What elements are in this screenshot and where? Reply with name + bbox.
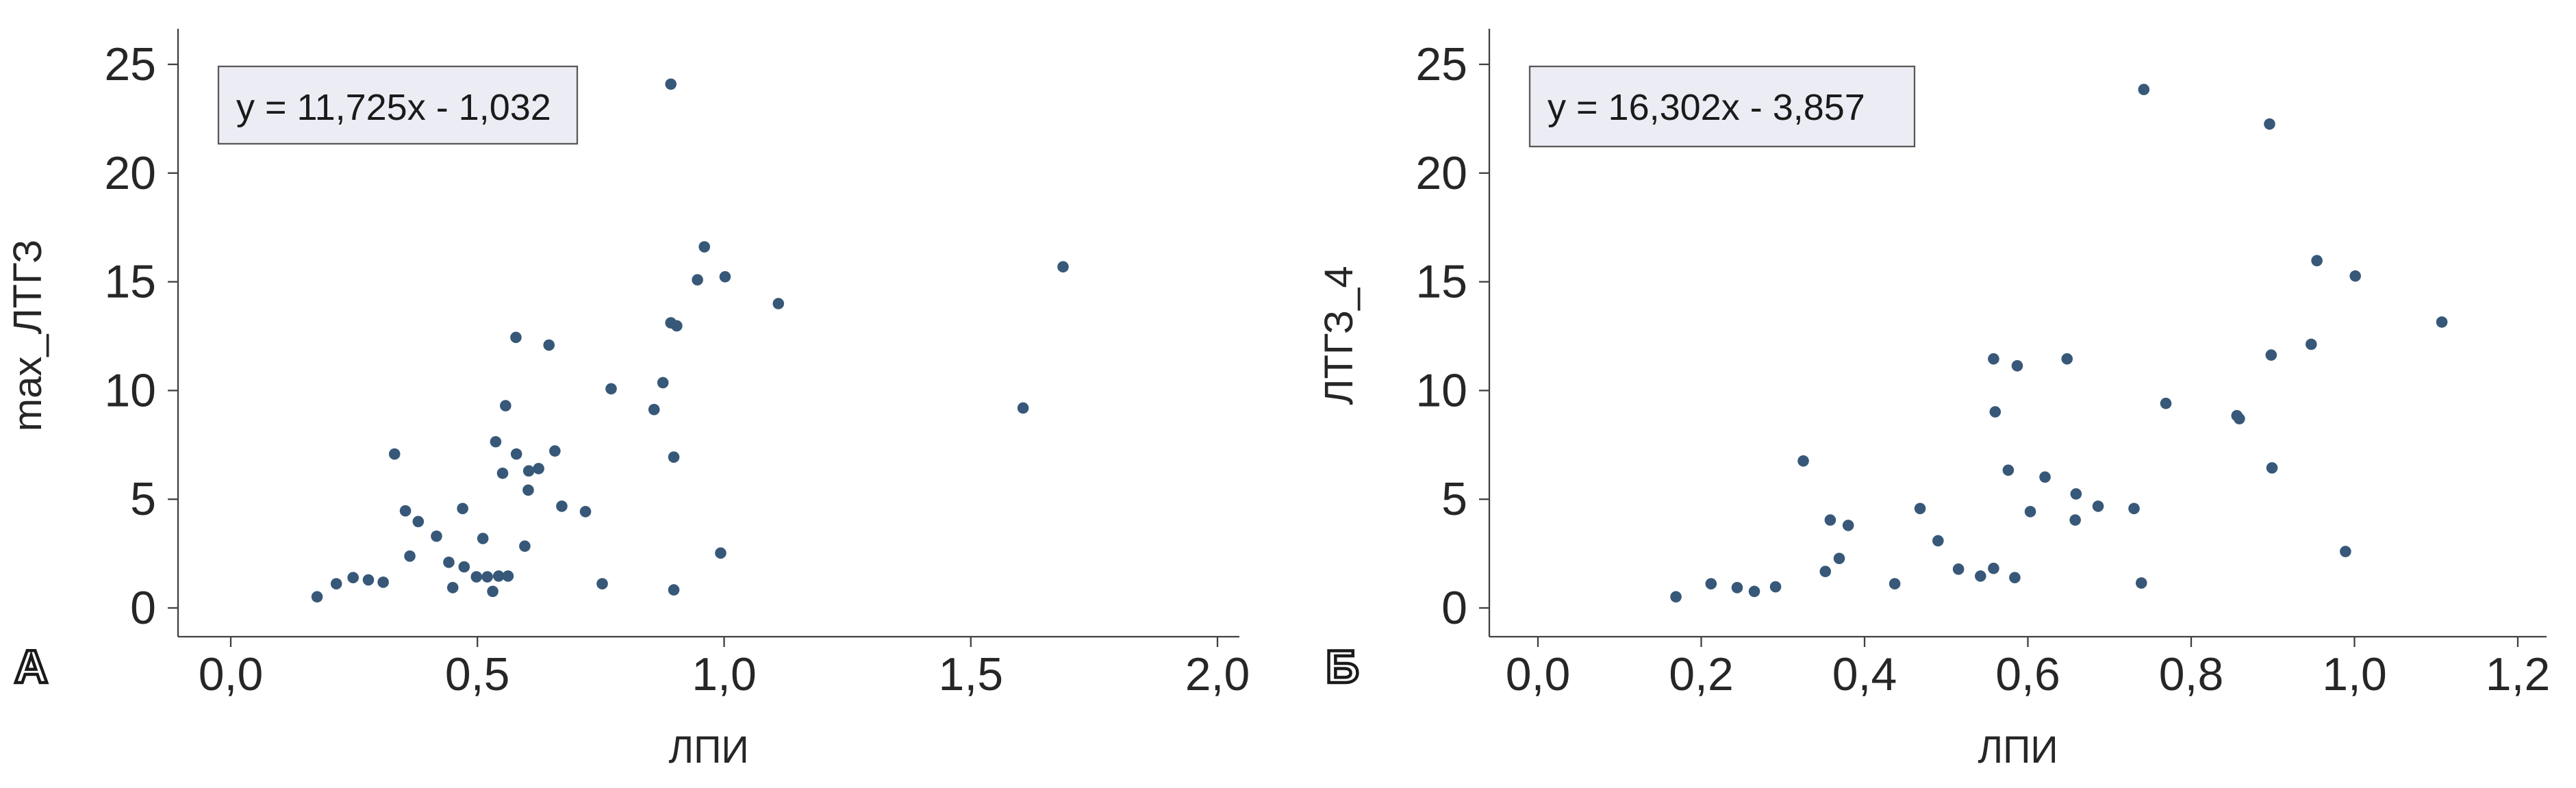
svg-text:ЛПИ: ЛПИ: [1978, 728, 2058, 771]
svg-text:20: 20: [1415, 147, 1467, 199]
svg-text:2,0: 2,0: [1185, 648, 1250, 700]
svg-text:y = 16,302x - 3,857: y = 16,302x - 3,857: [1548, 87, 1865, 128]
svg-text:5: 5: [1441, 473, 1467, 525]
svg-text:0,0: 0,0: [199, 648, 264, 700]
svg-text:0,8: 0,8: [2159, 648, 2224, 700]
svg-text:1,0: 1,0: [2322, 648, 2387, 700]
svg-text:y = 11,725x - 1,032: y = 11,725x - 1,032: [236, 87, 551, 128]
svg-text:10: 10: [1415, 364, 1467, 416]
svg-text:0: 0: [130, 582, 156, 634]
svg-text:0,5: 0,5: [445, 648, 510, 700]
svg-text:0,0: 0,0: [1506, 648, 1571, 700]
svg-text:25: 25: [1415, 38, 1467, 90]
svg-text:ЛПИ: ЛПИ: [668, 728, 748, 771]
svg-text:А: А: [14, 641, 48, 693]
svg-text:0: 0: [1441, 582, 1467, 634]
svg-text:5: 5: [130, 473, 156, 525]
svg-text:10: 10: [104, 364, 156, 416]
svg-text:1,0: 1,0: [692, 648, 757, 700]
svg-text:ЛТГЗ_4: ЛТГЗ_4: [1317, 266, 1361, 405]
svg-text:20: 20: [104, 147, 156, 199]
svg-text:max_ЛТГЗ: max_ЛТГЗ: [5, 240, 50, 431]
svg-text:0,6: 0,6: [1995, 648, 2060, 700]
svg-text:0,2: 0,2: [1669, 648, 1734, 700]
svg-text:25: 25: [104, 38, 156, 90]
svg-text:15: 15: [104, 256, 156, 308]
svg-text:15: 15: [1415, 256, 1467, 308]
svg-text:1,2: 1,2: [2486, 648, 2551, 700]
svg-text:1,5: 1,5: [939, 648, 1004, 700]
svg-text:Б: Б: [1326, 641, 1359, 693]
svg-text:0,4: 0,4: [1832, 648, 1897, 700]
